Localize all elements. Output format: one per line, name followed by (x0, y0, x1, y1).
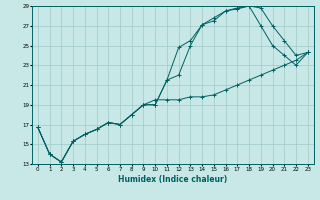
X-axis label: Humidex (Indice chaleur): Humidex (Indice chaleur) (118, 175, 228, 184)
